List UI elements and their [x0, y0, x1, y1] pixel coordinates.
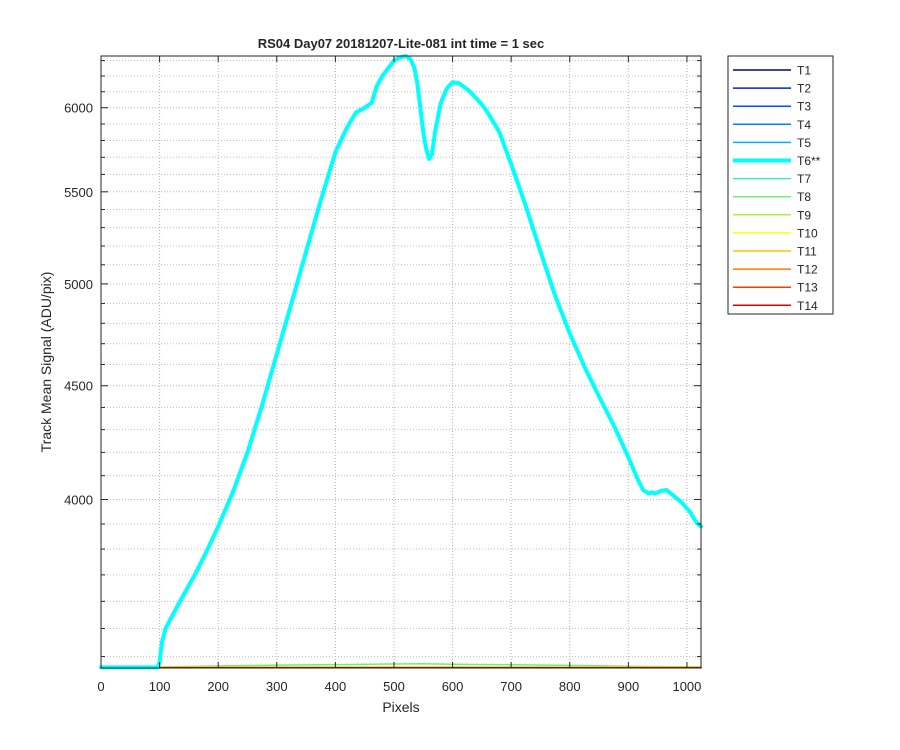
legend-label: T6** [797, 154, 821, 168]
legend-item-t6[interactable]: T6** [733, 154, 821, 168]
legend-item-t4[interactable]: T4 [733, 118, 811, 132]
legend-item-t11[interactable]: T11 [733, 245, 817, 259]
x-tick-label: 0 [97, 679, 104, 694]
legend-label: T9 [797, 208, 811, 222]
legend-label: T4 [797, 118, 811, 132]
x-tick-label: 300 [266, 679, 288, 694]
legend-item-t5[interactable]: T5 [733, 136, 811, 150]
legend-label: T10 [797, 226, 818, 240]
x-axis: 0 100 200 300 400 500 600 700 800 900 1000 [97, 56, 701, 694]
legend-box [727, 55, 834, 315]
y-tick-label: 4500 [64, 379, 93, 394]
legend-label: T7 [797, 172, 811, 186]
legend-item-t7[interactable]: T7 [733, 172, 811, 186]
plot-area [101, 56, 701, 668]
series-line-t8 [100, 662, 702, 668]
x-tick-label: 400 [325, 679, 347, 694]
legend[interactable]: T1 T2 T3 T4 T5 T6** T7 T8 T9 T10 T11 T12 T13 T14 [727, 55, 834, 315]
legend-item-t13[interactable]: T13 [733, 281, 818, 295]
legend-item-t9[interactable]: T9 [733, 208, 811, 222]
x-tick-label: 600 [442, 679, 464, 694]
legend-item-t14[interactable]: T14 [733, 299, 818, 313]
legend-label: T1 [797, 64, 811, 78]
minor-grid [101, 60, 701, 658]
legend-label: T8 [797, 190, 811, 204]
x-tick-label: 700 [500, 679, 522, 694]
plot-frame [100, 55, 702, 669]
y-tick-label: 5500 [64, 185, 93, 200]
legend-label: T11 [797, 245, 817, 259]
y-axis: 4000 4500 5000 5500 6000 [64, 60, 701, 658]
legend-label: T14 [797, 299, 818, 313]
legend-label: T2 [797, 82, 811, 96]
y-tick-label: 4000 [64, 493, 93, 508]
x-tick-label: 1000 [672, 679, 701, 694]
x-tick-label: 500 [383, 679, 405, 694]
series-line-t6 [99, 54, 703, 670]
x-tick-label: 200 [207, 679, 229, 694]
legend-item-t12[interactable]: T12 [733, 263, 818, 277]
y-tick-label: 5000 [64, 277, 93, 292]
legend-label: T3 [797, 100, 811, 114]
legend-label: T13 [797, 281, 818, 295]
x-tick-label: 900 [617, 679, 639, 694]
x-axis-label: Pixels [382, 699, 419, 715]
y-axis-label: Track Mean Signal (ADU/pix) [38, 272, 54, 453]
chart-title: RS04 Day07 20181207-Lite-081 int time = … [258, 36, 545, 51]
legend-item-t2[interactable]: T2 [733, 82, 811, 96]
legend-label: T12 [797, 263, 818, 277]
legend-label: T5 [797, 136, 811, 150]
legend-item-t1[interactable]: T1 [733, 64, 811, 78]
x-tick-label: 100 [149, 679, 171, 694]
legend-item-t10[interactable]: T10 [733, 226, 818, 240]
y-tick-label: 6000 [64, 101, 93, 116]
legend-item-t3[interactable]: T3 [733, 100, 811, 114]
x-tick-label: 800 [559, 679, 581, 694]
legend-item-t8[interactable]: T8 [733, 190, 811, 204]
